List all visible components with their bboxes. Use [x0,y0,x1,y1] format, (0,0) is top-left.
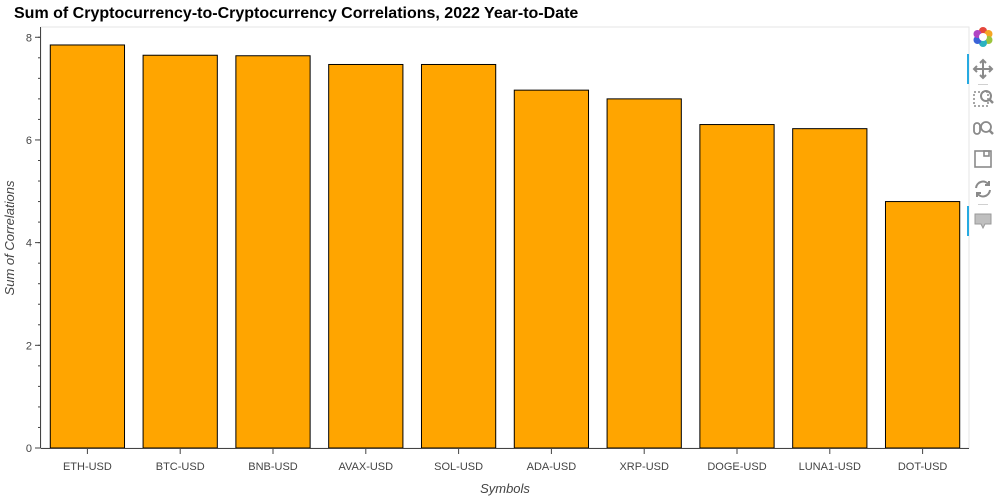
x-tick-label: XRP-USD [619,461,669,473]
y-axis-label: Sum of Correlations [2,180,17,295]
x-tick-label: DOGE-USD [707,461,766,473]
y-axis: 0 2 4 6 8 [26,27,41,455]
y-tick-label: 4 [26,238,32,250]
bar-eth-usd[interactable] [49,44,126,449]
bar-sol-usd[interactable] [420,63,497,449]
bar-doge-usd[interactable] [699,124,775,449]
bar-avax-usd[interactable] [328,63,404,449]
y-tick-label: 6 [26,135,32,147]
x-tick-label: ADA-USD [527,461,577,473]
hover-active-indicator [967,206,969,236]
x-tick-label: DOT-USD [898,461,948,473]
x-tick-label: SOL-USD [434,461,483,473]
reset-icon[interactable] [972,178,994,200]
toolbar-separator [978,204,988,205]
wheel-zoom-icon[interactable] [972,118,994,140]
bar-dot-usd[interactable] [884,201,961,449]
x-tick-label: BNB-USD [248,461,298,473]
x-axis: ETH-USD BTC-USD BNB-USD AVAX-USD SOL-USD ADA-… [41,448,969,473]
x-axis-label: Symbols [480,481,530,496]
box-zoom-icon[interactable] [972,88,994,110]
y-tick-label: 0 [26,443,32,455]
x-tick-label: AVAX-USD [338,461,393,473]
bar-bnb-usd[interactable] [235,55,311,449]
bar-btc-usd[interactable] [142,54,218,449]
save-icon[interactable] [972,148,994,170]
hover-icon[interactable] [972,210,994,232]
pan-icon[interactable] [972,58,994,80]
y-tick-label: 8 [26,32,32,44]
bars [49,44,961,449]
plot-toolbar [966,24,998,244]
x-tick-label: ETH-USD [63,461,112,473]
y-tick-label: 2 [26,340,32,352]
bar-luna1-usd[interactable] [792,128,868,449]
bar-ada-usd[interactable] [513,89,590,449]
bokeh-logo-icon[interactable] [972,26,994,48]
x-tick-label: LUNA1-USD [799,461,861,473]
chart-title: Sum of Cryptocurrency-to-Cryptocurrency … [14,5,579,22]
bar-xrp-usd[interactable] [606,98,682,449]
toolbar-separator [978,84,988,85]
pan-active-indicator [967,54,969,84]
x-tick-label: BTC-USD [156,461,205,473]
